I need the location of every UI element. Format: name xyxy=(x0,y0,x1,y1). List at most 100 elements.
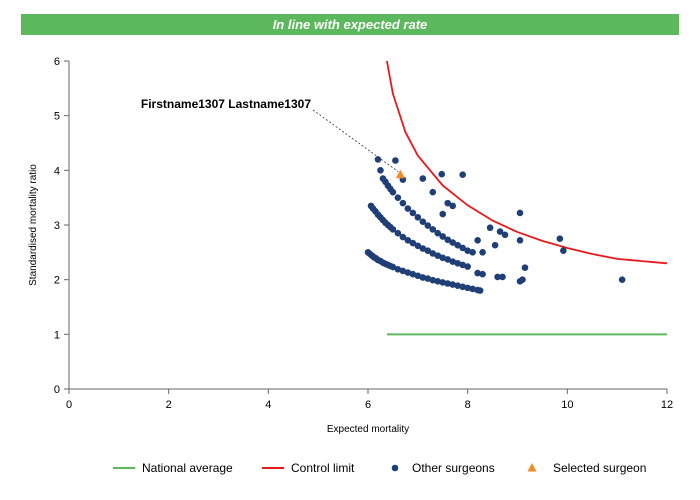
other-surgeon-point xyxy=(434,229,442,237)
annotation-layer: Firstname1307 Lastname1307 xyxy=(141,97,399,173)
other-surgeon-point xyxy=(429,188,437,196)
other-surgeon-point xyxy=(474,237,481,244)
other-surgeon-point xyxy=(424,222,432,229)
other-surgeon-point xyxy=(394,229,402,237)
other-surgeon-point xyxy=(399,199,407,207)
other-surgeon-point xyxy=(469,285,476,293)
other-surgeon-point xyxy=(404,237,412,244)
other-surgeon-point xyxy=(444,236,452,244)
other-surgeon-point xyxy=(399,267,407,275)
other-surgeon-point xyxy=(399,233,407,241)
other-surgeon-point xyxy=(496,228,504,235)
other-surgeon-point xyxy=(501,231,509,239)
other-surgeon-point xyxy=(409,239,417,247)
other-surgeon-point xyxy=(449,281,457,288)
other-surgeon-point xyxy=(414,272,422,280)
y-tick-label: 4 xyxy=(54,165,60,177)
other-surgeon-point xyxy=(494,273,501,281)
other-surgeon-point xyxy=(419,245,427,252)
other-surgeon-point xyxy=(424,247,432,254)
other-surgeon-point xyxy=(429,276,437,284)
y-tick-label: 6 xyxy=(54,56,60,68)
legend-other-surgeons-label: Other surgeons xyxy=(412,461,495,475)
other-surgeon-point xyxy=(469,249,476,256)
other-surgeon-point xyxy=(449,258,457,265)
other-surgeon-point xyxy=(449,202,457,210)
other-surgeon-point xyxy=(521,264,529,271)
other-surgeon-point xyxy=(459,244,466,252)
other-surgeon-point xyxy=(439,210,447,218)
other-surgeon-point xyxy=(556,235,564,242)
other-surgeon-point xyxy=(454,259,462,267)
other-surgeon-point xyxy=(560,247,567,254)
chart-title-banner: In line with expected rate xyxy=(21,14,679,35)
other-surgeon-point xyxy=(459,283,466,291)
y-tick-label: 5 xyxy=(54,111,60,123)
control-limit-line xyxy=(386,60,668,265)
y-axis-label: Standardised mortality ratio xyxy=(28,164,39,286)
other-surgeon-point xyxy=(479,249,486,256)
other-surgeon-point xyxy=(491,241,499,249)
other-surgeon-point xyxy=(434,278,442,285)
x-tick-label: 8 xyxy=(465,399,471,411)
other-surgeon-point xyxy=(394,265,402,273)
other-surgeon-point xyxy=(377,167,384,174)
other-surgeon-point xyxy=(516,237,524,244)
other-surgeon-point xyxy=(618,276,626,283)
other-surgeon-point xyxy=(409,270,417,278)
other-surgeon-point xyxy=(404,205,412,212)
other-surgeon-point xyxy=(476,287,484,294)
other-surgeon-point xyxy=(454,282,462,289)
other-surgeon-point xyxy=(389,226,397,233)
legend-other-surgeons-swatch xyxy=(391,464,399,472)
chart-title: In line with expected rate xyxy=(272,17,428,32)
other-surgeon-point xyxy=(439,254,447,262)
other-surgeon-point xyxy=(439,279,447,286)
annotation-leader-line xyxy=(312,109,399,173)
other-surgeon-point xyxy=(434,252,442,259)
other-surgeon-point xyxy=(464,284,471,292)
other-surgeon-point xyxy=(389,263,397,271)
y-tick-label: 0 xyxy=(54,384,60,396)
other-surgeon-point xyxy=(419,218,427,226)
y-tick-label: 2 xyxy=(54,275,60,287)
other-surgeon-point xyxy=(414,242,422,250)
other-surgeon-point xyxy=(499,273,506,281)
other-surgeon-point xyxy=(486,224,494,232)
series-layer xyxy=(364,60,668,336)
selected-surgeon-point xyxy=(395,169,405,179)
x-tick-label: 2 xyxy=(166,399,172,411)
x-tick-label: 4 xyxy=(265,399,271,411)
y-tick-label: 3 xyxy=(54,220,60,232)
x-tick-label: 6 xyxy=(365,399,371,411)
other-surgeon-point xyxy=(464,247,471,254)
other-surgeon-point xyxy=(429,226,437,233)
other-surgeon-point xyxy=(439,233,447,240)
y-tick-label: 1 xyxy=(54,329,60,341)
annotation-label: Firstname1307 Lastname1307 xyxy=(141,97,311,111)
other-surgeon-point xyxy=(392,157,399,164)
legend-selected-surgeon-label: Selected surgeon xyxy=(553,461,646,475)
legend-control-limit-label: Control limit xyxy=(291,461,355,475)
other-surgeon-point xyxy=(519,276,526,283)
x-tick-label: 0 xyxy=(66,399,72,411)
legend: National average Control limit Other surge… xyxy=(113,461,646,475)
x-tick-label: 10 xyxy=(561,399,573,411)
other-surgeon-point xyxy=(459,261,466,269)
other-surgeon-point xyxy=(444,256,452,263)
other-surgeon-point xyxy=(419,175,427,182)
other-surgeon-point xyxy=(424,275,432,282)
other-surgeon-point xyxy=(444,199,452,207)
other-surgeon-point xyxy=(454,241,462,249)
other-surgeon-point xyxy=(459,171,466,179)
other-surgeon-point xyxy=(429,250,437,257)
other-surgeon-point xyxy=(516,209,524,217)
legend-national-average-label: National average xyxy=(142,461,233,475)
other-surgeon-point xyxy=(479,270,486,278)
other-surgeon-point xyxy=(414,214,422,221)
other-surgeon-point xyxy=(404,269,412,276)
x-tick-label: 12 xyxy=(661,399,673,411)
other-surgeon-point xyxy=(449,239,457,246)
